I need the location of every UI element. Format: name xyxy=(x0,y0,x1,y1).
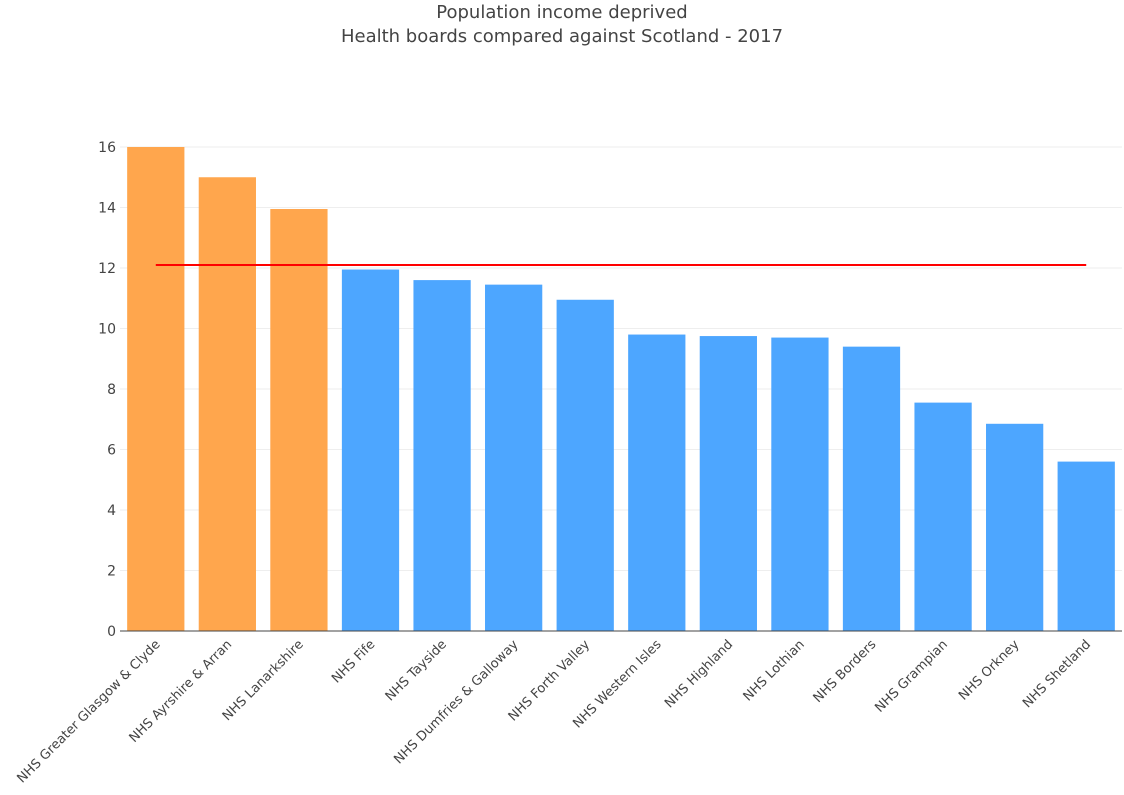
x-tick-label: NHS Orkney xyxy=(956,637,1023,704)
y-tick-label: 8 xyxy=(107,382,116,398)
chart-title: Population income deprived xyxy=(436,2,688,23)
bar xyxy=(699,336,757,631)
bar xyxy=(1057,461,1115,631)
y-tick-label: 2 xyxy=(107,564,116,580)
y-tick-label: 10 xyxy=(98,322,116,338)
x-tick-label: NHS Lanarkshire xyxy=(220,637,307,724)
y-tick-label: 12 xyxy=(98,261,116,277)
y-tick-label: 0 xyxy=(107,624,116,640)
y-tick-label: 16 xyxy=(98,140,116,156)
y-tick-label: 6 xyxy=(107,443,116,459)
bar xyxy=(986,423,1044,631)
y-axis-ticks: 0 2 4 6 8 10 12 14 16 xyxy=(98,140,116,640)
bar xyxy=(556,299,614,631)
x-tick-label: NHS Fife xyxy=(329,637,378,686)
bar xyxy=(771,337,829,631)
bar xyxy=(270,209,328,631)
x-tick-label: NHS Highland xyxy=(662,637,736,711)
bar xyxy=(413,280,471,631)
x-tick-label: NHS Dumfries & Galloway xyxy=(391,637,521,767)
bars xyxy=(127,147,1115,631)
x-tick-label: NHS Tayside xyxy=(383,637,450,704)
y-tick-label: 14 xyxy=(98,201,116,217)
bar xyxy=(914,402,972,631)
x-tick-label: NHS Grampian xyxy=(872,637,950,715)
bar xyxy=(628,334,686,631)
chart-subtitle: Health boards compared against Scotland … xyxy=(340,26,784,47)
x-tick-label: NHS Lothian xyxy=(741,637,808,704)
bar xyxy=(842,346,901,631)
y-tick-label: 4 xyxy=(107,503,116,519)
bar xyxy=(485,284,543,631)
x-tick-label: NHS Borders xyxy=(811,637,880,706)
x-tick-label: NHS Greater Glasgow & Clyde xyxy=(15,637,164,786)
bar xyxy=(341,269,400,631)
bar xyxy=(127,147,185,631)
bar xyxy=(198,177,256,631)
x-tick-label: NHS Shetland xyxy=(1020,637,1094,711)
